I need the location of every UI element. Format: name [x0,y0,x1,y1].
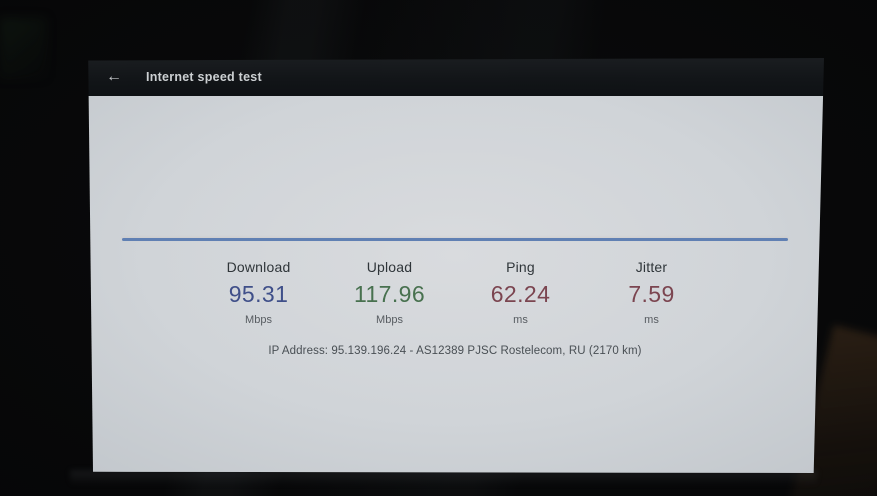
metric-label: Jitter [635,259,668,275]
metric-value: 95.31 [228,281,289,307]
metric-value: 117.96 [353,281,426,307]
tv-screen: ← Internet speed test Download 95.31 Mbp… [88,58,824,473]
metric-upload: Upload 117.96 Mbps [324,260,455,326]
metric-value: 7.59 [628,281,675,307]
metric-label: Upload [366,259,413,275]
back-button[interactable]: ← [100,63,128,91]
metric-jitter: Jitter 7.59 ms [586,260,717,326]
ip-address-text: IP Address: 95.139.196.24 - AS12389 PJSC… [268,345,642,357]
metric-ping: Ping 62.24 ms [455,260,586,326]
metric-value: 62.24 [490,281,551,307]
app-title: Internet speed test [146,70,262,84]
metric-unit: ms [644,314,659,326]
metric-label: Download [226,259,291,275]
metric-unit: ms [513,314,528,326]
metrics-row: Download 95.31 Mbps Upload 117.96 Mbps P… [88,260,824,326]
app-bar: ← Internet speed test [88,58,824,96]
back-arrow-icon: ← [106,68,122,85]
metric-unit: Mbps [245,314,272,326]
metric-label: Ping [506,259,535,275]
metric-download: Download 95.31 Mbps [193,260,324,326]
background-reflection [0,18,46,78]
screen-light-bleed [70,470,817,486]
metric-unit: Mbps [376,314,403,326]
speedtest-results-panel: Download 95.31 Mbps Upload 117.96 Mbps P… [88,96,824,473]
progress-line [122,238,788,241]
